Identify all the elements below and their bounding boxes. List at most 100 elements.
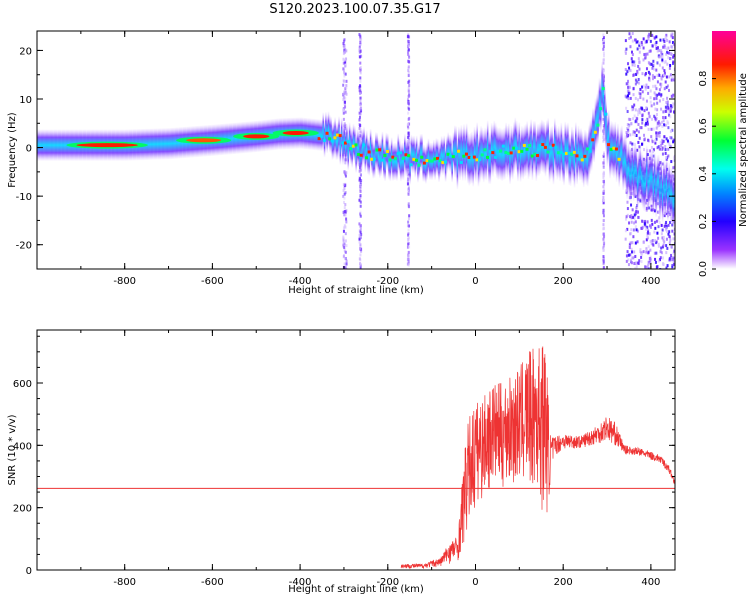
spectrogram-streak-cell [345, 57, 348, 61]
spectrogram-band-column [450, 135, 452, 173]
spectrogram-noise-cell [630, 50, 633, 54]
spectrogram-streak-cell [406, 98, 409, 102]
spectrogram-ridge-point [507, 151, 511, 155]
spectrogram-streak-cell [602, 161, 605, 165]
spectrogram-noise-cell [645, 206, 648, 210]
spectrogram-noise-cell [625, 95, 628, 99]
spectrogram-band-column [659, 166, 661, 220]
spectrogram-band-column [484, 127, 486, 180]
spectrogram-noise-cell [649, 261, 652, 265]
spectrogram-ridge-point [554, 145, 558, 149]
spectrogram-noise-cell [625, 254, 628, 258]
spectrogram-noise-cell [629, 35, 632, 39]
spectrogram-noise-cell [654, 141, 657, 145]
spectrogram-band-column [51, 129, 54, 161]
spectrogram-noise-cell [646, 122, 649, 126]
spectrogram-streak-cell [344, 47, 347, 51]
spectrogram-streak-cell [602, 47, 605, 51]
spectrogram-noise-cell [630, 247, 633, 251]
spectrogram-streak-cell [342, 92, 345, 96]
colorbar-tick-label: 0.8 [698, 71, 709, 87]
spectrogram-band-column [655, 163, 657, 218]
spectrogram-noise-cell [666, 229, 669, 233]
spectrogram-noise-cell [635, 116, 638, 120]
spectrogram-noise-cell [672, 237, 675, 241]
spectrogram-noise-cell [670, 136, 673, 140]
spectrogram-band-column [339, 127, 342, 165]
spectrogram-streak-cell [344, 72, 347, 76]
spectrogram-noise-cell [639, 248, 642, 252]
spectrogram-noise-cell [634, 220, 637, 224]
spectrogram-ridge-point [599, 107, 603, 111]
spectrogram-band-column [234, 122, 236, 154]
spectrogram-streak-cell [603, 226, 606, 230]
spectrogram-streak-cell [359, 214, 362, 218]
spectrogram-streak-cell [407, 220, 410, 224]
spectrogram-streak-cell [343, 74, 346, 78]
spectrogram-noise-cell [657, 210, 660, 214]
spectrogram-noise-cell [671, 36, 674, 40]
spectrogram-streak-cell [359, 184, 362, 188]
spectrogram-noise-cell [624, 39, 627, 43]
spectrogram-noise-cell [666, 120, 669, 124]
spectrogram-noise-cell [673, 232, 675, 236]
spectrogram-band-column [323, 120, 326, 158]
spectrogram-noise-cell [640, 252, 643, 256]
spectrogram-noise-cell [651, 66, 654, 70]
spectrogram-noise-cell [669, 52, 672, 56]
spectrogram-streak-cell [602, 201, 605, 205]
spectrogram-streak-cell [359, 34, 362, 38]
spectrogram-noise-cell [635, 120, 638, 124]
spectrogram-ridge-point [438, 159, 442, 163]
spectrogram-band-column [425, 146, 427, 184]
spectrogram-noise-cell [655, 40, 658, 44]
spectrogram-band-column [55, 129, 58, 161]
spectrogram-streak-cell [359, 96, 362, 100]
spectrogram-y-tick-label: 20 [19, 46, 32, 57]
spectrogram-streak-cell [345, 171, 348, 175]
spectrogram-band-column [673, 172, 675, 227]
spectrogram-noise-cell [638, 67, 641, 71]
spectrogram-noise-cell [627, 258, 630, 262]
spectrogram-noise-cell [663, 71, 666, 75]
spectrogram-noise-cell [643, 133, 646, 137]
spectrogram-band-column [672, 175, 674, 229]
spectrogram-ridge-point [391, 155, 395, 159]
spectrogram-band-column [155, 128, 157, 160]
spectrogram-noise-cell [624, 94, 627, 98]
spectrogram-noise-cell [631, 60, 634, 64]
spectrogram-noise-cell [643, 219, 646, 223]
spectrogram-noise-cell [651, 242, 654, 246]
spectrogram-noise-cell [665, 228, 668, 232]
spectrogram-noise-cell [626, 70, 629, 74]
spectrogram-noise-cell [646, 236, 649, 240]
spectrogram-noise-cell [667, 147, 670, 151]
spectrogram-noise-cell [655, 46, 658, 50]
spectrogram-noise-cell [656, 73, 659, 77]
spectrogram-band-column [489, 132, 492, 184]
spectrogram-noise-cell [664, 46, 667, 50]
spectrogram-streak-cell [359, 204, 362, 208]
spectrogram-noise-cell [653, 220, 656, 224]
spectrogram-streak-cell [602, 214, 605, 218]
spectrogram-noise-cell [660, 120, 663, 124]
spectrogram-noise-cell [652, 59, 655, 63]
spectrogram-noise-cell [647, 111, 650, 115]
spectrogram-band-column [646, 145, 648, 200]
spectrogram-noise-cell [658, 221, 661, 225]
spectrogram-streak-cell [407, 89, 410, 93]
spectrogram-streak-cell [343, 38, 346, 42]
spectrogram-noise-cell [633, 250, 636, 254]
spectrogram-streak-cell [603, 182, 606, 186]
snr-x-tick-label: -800 [113, 577, 136, 588]
spectrogram-ridge-point [346, 140, 350, 144]
spectrogram-frame [36, 30, 676, 270]
spectrogram-noise-cell [646, 153, 649, 157]
spectrogram-noise-cell [663, 40, 666, 44]
spectrogram-streak-cell [358, 111, 361, 115]
spectrogram-noise-cell [661, 262, 664, 266]
spectrogram-band-column [630, 148, 632, 202]
spectrogram-ridge-point [504, 150, 508, 154]
spectrogram-noise-cell [646, 120, 649, 124]
spectrogram-noise-cell [664, 35, 667, 39]
